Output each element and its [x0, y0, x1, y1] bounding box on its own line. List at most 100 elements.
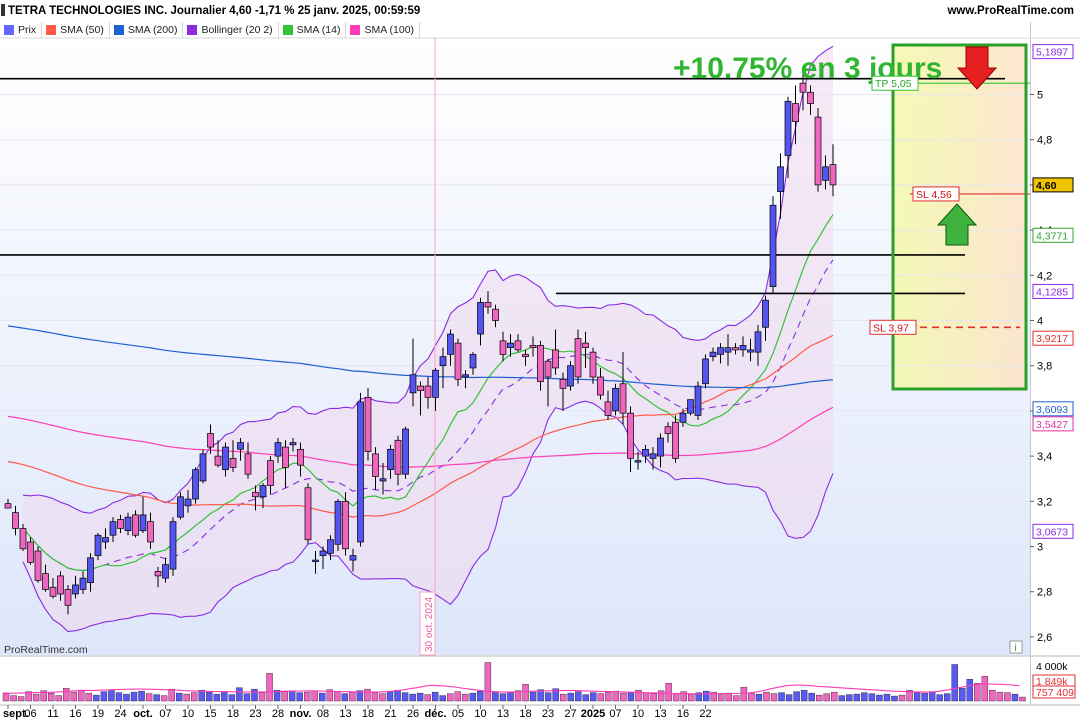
- candle-body-up: [109, 521, 117, 536]
- price-tag-box: [1032, 283, 1074, 299]
- volume-bar: [672, 693, 680, 702]
- candle-body-up: [327, 539, 334, 554]
- candle: [87, 553, 94, 592]
- candle-body-down: [732, 347, 739, 351]
- candle: [162, 557, 169, 583]
- candle: [342, 492, 349, 556]
- volume-bar: [281, 691, 288, 702]
- candle: [544, 358, 552, 407]
- price-tag: 4,3771: [1032, 227, 1074, 243]
- x-tick-label: 13: [339, 708, 351, 720]
- candle: [379, 462, 387, 495]
- prorealtime-logo-icon: [1, 4, 5, 16]
- volume-bar: [424, 694, 431, 702]
- candle-body-down: [664, 426, 672, 434]
- sma14-line: [22, 214, 834, 572]
- legend-label: Volume: [18, 660, 54, 672]
- candle-body-down: [574, 338, 582, 378]
- x-tick-label: 05: [452, 708, 464, 720]
- candle-body-down: [372, 453, 379, 477]
- x-tick-label: 18: [519, 708, 531, 720]
- site-link[interactable]: www.ProRealTime.com: [947, 5, 1074, 17]
- candle: [327, 535, 334, 561]
- candle-body-down: [154, 571, 162, 577]
- candle: [762, 295, 769, 341]
- x-tick-label: 18: [362, 708, 374, 720]
- legend-item-1[interactable]: SMA (50): [42, 22, 110, 38]
- candle-body-up: [462, 374, 469, 378]
- candle-body-down: [57, 575, 64, 595]
- volume-bar: [635, 689, 642, 702]
- volume-bar: [913, 691, 921, 702]
- legend-item-2[interactable]: SMA (200): [110, 22, 184, 38]
- candle-body-up: [387, 448, 394, 471]
- candle-body-down: [117, 519, 124, 529]
- candle: [484, 291, 492, 314]
- y-tick-label: 3,6: [1037, 406, 1052, 418]
- candle-body-down: [282, 446, 289, 468]
- legend-item-4[interactable]: SMA (14): [279, 22, 347, 38]
- candle: [522, 349, 529, 366]
- candle: [769, 196, 777, 294]
- bollinger-band-fill: [23, 46, 833, 632]
- volume-bar: [590, 692, 597, 702]
- date-marker-label: 30 oct. 2024: [419, 591, 436, 656]
- info-icon-box: [1009, 640, 1023, 654]
- candle-body-down: [417, 385, 424, 391]
- candle: [252, 485, 259, 511]
- candle-body-up: [349, 555, 357, 561]
- legend-item-0[interactable]: Prix: [0, 22, 43, 38]
- candle-body-up: [702, 358, 709, 385]
- volume-bar: [808, 692, 815, 702]
- volume-legend-item-1[interactable]: SMA (10): [59, 659, 127, 673]
- candle-body-down: [799, 82, 807, 93]
- volume-bar: [251, 688, 258, 702]
- volume-bar: [273, 689, 281, 702]
- candle-body-down: [42, 573, 49, 590]
- volume-bar: [544, 692, 552, 702]
- volume-bar: [108, 689, 115, 702]
- candle: [424, 377, 432, 409]
- sl-low-label-text: SL 3,97: [873, 322, 909, 334]
- volume-bar: [334, 691, 341, 702]
- volume-bar: [951, 664, 958, 702]
- candle: [372, 447, 379, 491]
- candle-body-up: [777, 166, 784, 193]
- bollinger-middle-line: [22, 259, 834, 572]
- candle: [154, 566, 162, 588]
- candle: [807, 85, 814, 115]
- legend-swatch-icon: [350, 25, 361, 35]
- volume-legend-item-0[interactable]: Volume: [0, 659, 60, 673]
- volume-bar: [627, 691, 635, 702]
- candle-body-down: [64, 589, 72, 606]
- volume-bar: [748, 692, 755, 702]
- candle: [822, 155, 829, 190]
- volume-bar: [454, 691, 461, 702]
- date-marker-box: [419, 591, 436, 656]
- volume-bar: [198, 689, 205, 702]
- candle-body-up: [694, 385, 702, 416]
- volume-bar: [522, 684, 529, 702]
- candle-body-up: [379, 478, 387, 482]
- indicator-legend: Prix SMA (50) SMA (200) Bollinger (20 2) SMA…: [0, 22, 421, 38]
- candle: [124, 512, 132, 536]
- volume-bar: [386, 691, 394, 702]
- sl-low-label: SL 3,97: [869, 319, 917, 335]
- volume-bar: [303, 691, 311, 702]
- legend-item-5[interactable]: SMA (100): [346, 22, 421, 38]
- candle: [267, 456, 274, 495]
- candle-body-down: [147, 521, 154, 543]
- candle-body-up: [237, 442, 244, 450]
- volume-bar: [191, 692, 198, 702]
- candle: [237, 438, 244, 461]
- legend-item-3[interactable]: Bollinger (20 2): [183, 22, 279, 38]
- volume-bar: [431, 691, 439, 702]
- volume-bar: [785, 694, 793, 702]
- candle: [364, 388, 372, 461]
- candle-body-up: [784, 100, 792, 156]
- candle: [537, 340, 544, 391]
- candle-body-down: [589, 351, 597, 378]
- legend-swatch-icon: [187, 25, 198, 35]
- candle-body-down: [597, 376, 604, 396]
